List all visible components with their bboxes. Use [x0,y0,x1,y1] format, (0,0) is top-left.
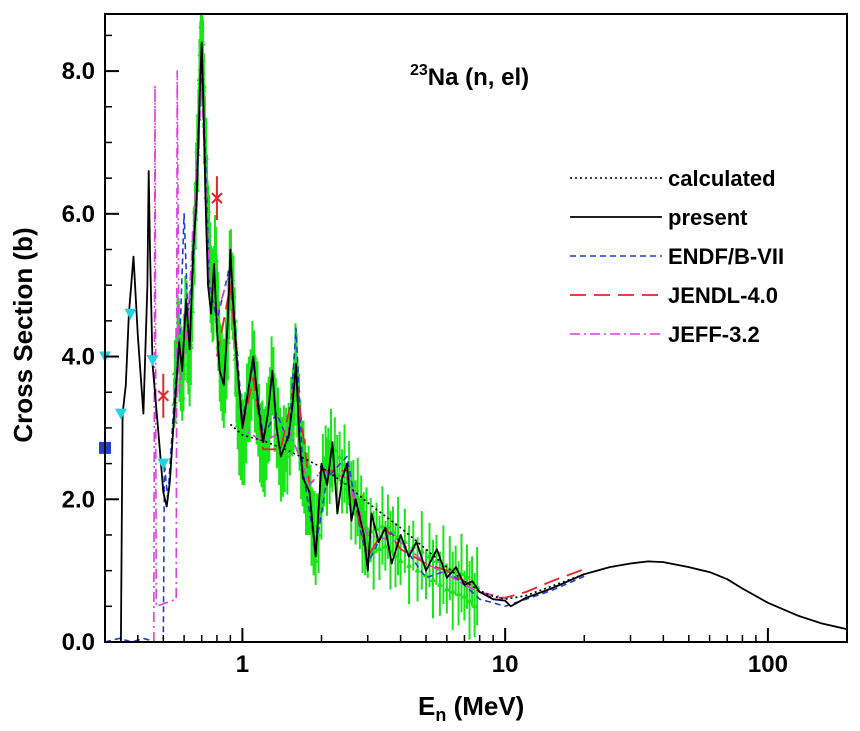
green-data-point [397,556,404,563]
x-tick-label: 10 [492,651,519,678]
green-data-point [379,522,386,529]
x-tick-label: 1 [236,651,249,678]
green-data-point [461,592,468,599]
annotation-text: Na (n, el) [428,64,529,91]
series-line-present [115,41,847,642]
y-tick-label: 0.0 [62,629,95,656]
legend-label: calculated [668,166,776,191]
green-data-point [370,547,377,554]
series-line-jeff-3-2 [153,70,506,642]
y-tick-label: 6.0 [62,201,95,228]
green-data-point [312,556,319,563]
legend-label: present [668,205,748,230]
legend-label: JEFF-3.2 [668,322,760,347]
plot-frame [104,13,848,643]
triangle-marker [124,308,137,320]
annotation-superscript: 23 [410,62,428,79]
green-data-point [449,587,456,594]
x-axis-title-subscript: n [435,705,446,725]
green-data-point [466,597,473,604]
x-tick-label: 100 [748,651,788,678]
green-data-point [436,580,443,587]
green-data-point [376,545,383,552]
green-data-point [446,565,453,572]
y-tick-label: 8.0 [62,58,95,85]
green-data-point [463,573,470,580]
green-data-point [443,585,450,592]
y-tick-label: 4.0 [62,344,95,371]
green-data-point [406,561,413,568]
green-data-point [471,602,478,609]
x-axis-title: En (MeV) [418,691,524,725]
legend-label: JENDL-4.0 [668,283,778,308]
y-axis-title: Cross Section (b) [8,227,38,442]
legend-label: ENDF/B-VII [668,244,784,269]
x-axis-title-main: E [418,691,435,721]
triangle-marker [146,355,159,367]
green-data-point [429,575,436,582]
cross-marker [211,192,223,204]
series-line-jendl-4-0 [216,284,585,599]
series-lines [105,41,847,642]
triangle-marker [114,408,127,420]
green-data-point [284,452,291,459]
reaction-annotation: 23Na (n, el) [410,62,529,91]
axes: 0.0 2.0 4.0 6.0 8.0 1 10 100 [62,13,848,678]
green-data-point [382,542,389,549]
green-data-point [426,552,433,559]
legend: calculated present ENDF/B-VII JENDL-4.0 JEFF… [570,166,784,347]
green-data-point [414,566,421,573]
triangle-marker [157,458,170,470]
experimental-markers [99,176,223,470]
green-data-point [433,556,440,563]
green-data-point [410,542,417,549]
green-data-point [354,493,361,500]
green-data-point [455,590,462,597]
x-axis-title-unit: (MeV) [446,691,524,721]
cross-marker [157,390,169,402]
green-data-point [423,571,430,578]
y-tick-label: 2.0 [62,486,95,513]
